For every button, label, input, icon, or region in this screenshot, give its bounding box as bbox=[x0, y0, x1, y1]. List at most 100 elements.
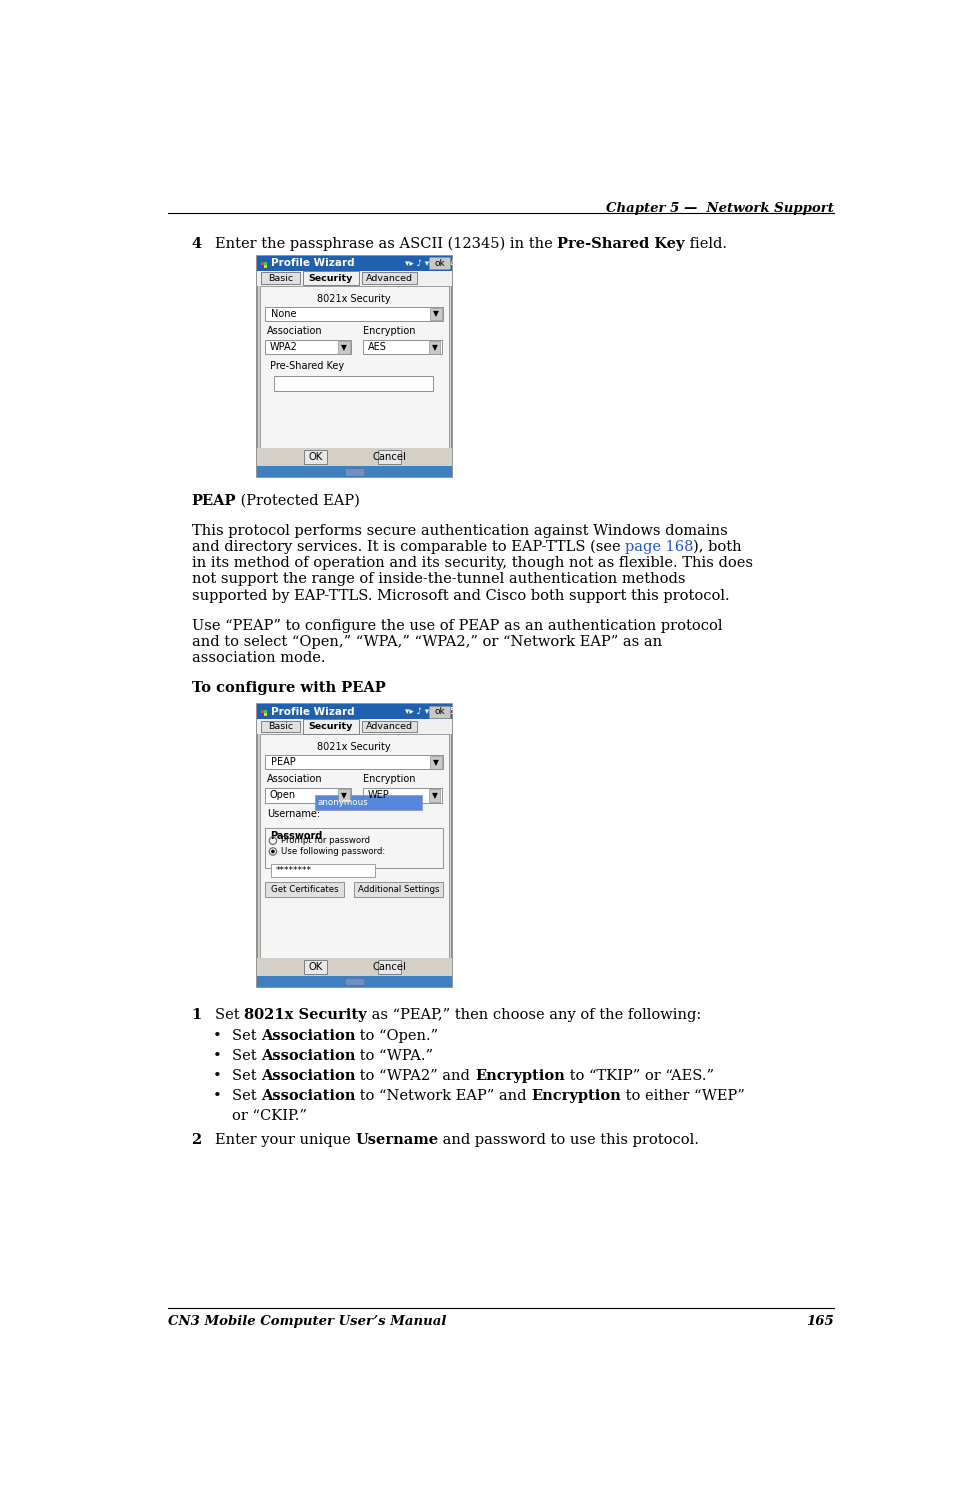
Text: ********: ******** bbox=[276, 866, 312, 875]
Bar bbox=[265, 340, 352, 355]
Text: To configure with PEAP: To configure with PEAP bbox=[192, 681, 386, 694]
Text: Association: Association bbox=[261, 1069, 356, 1082]
Bar bbox=[378, 960, 401, 974]
Bar bbox=[345, 467, 363, 475]
Bar bbox=[260, 735, 449, 957]
Text: None: None bbox=[272, 310, 297, 319]
Text: 4: 4 bbox=[192, 236, 202, 251]
Text: anonymous: anonymous bbox=[318, 798, 368, 807]
Text: WPA2: WPA2 bbox=[270, 343, 298, 352]
Text: Advanced: Advanced bbox=[366, 274, 413, 283]
Bar bbox=[261, 265, 264, 268]
Text: in its method of operation and its security, though not as flexible. This does: in its method of operation and its secur… bbox=[192, 556, 753, 570]
Text: Association: Association bbox=[261, 1088, 356, 1103]
Text: 8021x Security: 8021x Security bbox=[244, 1009, 366, 1022]
Text: (Protected EAP): (Protected EAP) bbox=[236, 494, 359, 508]
Text: CN3 Mobile Computer User’s Manual: CN3 Mobile Computer User’s Manual bbox=[169, 1315, 447, 1327]
Bar bbox=[431, 756, 442, 768]
Text: not support the range of inside-the-tunnel authentication methods: not support the range of inside-the-tunn… bbox=[192, 573, 685, 586]
Text: ▾▸ ♪ ▾▸ 4:24: ▾▸ ♪ ▾▸ 4:24 bbox=[405, 259, 456, 268]
Bar bbox=[429, 341, 440, 353]
Text: Encryption: Encryption bbox=[363, 774, 416, 783]
Text: Cancel: Cancel bbox=[372, 962, 406, 972]
Bar bbox=[256, 256, 452, 476]
Text: and directory services. It is comparable to EAP-TTLS (see: and directory services. It is comparable… bbox=[192, 540, 624, 555]
Text: Enter the passphrase as ASCII (12345) in the: Enter the passphrase as ASCII (12345) in… bbox=[214, 236, 557, 251]
Bar bbox=[264, 262, 267, 265]
Text: to “WPA.”: to “WPA.” bbox=[356, 1049, 433, 1063]
Bar bbox=[275, 376, 433, 391]
Text: Additional Settings: Additional Settings bbox=[358, 885, 439, 894]
Text: 8021x Security: 8021x Security bbox=[318, 742, 392, 752]
Text: to “TKIP” or “AES.”: to “TKIP” or “AES.” bbox=[565, 1069, 714, 1082]
Text: Cancel: Cancel bbox=[372, 452, 406, 463]
Text: ▼: ▼ bbox=[341, 791, 347, 800]
Text: Security: Security bbox=[309, 274, 353, 283]
Text: Association: Association bbox=[267, 774, 322, 783]
Bar bbox=[304, 960, 327, 974]
Bar bbox=[265, 307, 443, 322]
Text: association mode.: association mode. bbox=[192, 651, 325, 664]
Bar bbox=[261, 272, 300, 284]
Text: PEAP: PEAP bbox=[192, 494, 236, 508]
Bar bbox=[355, 882, 443, 897]
Text: as “PEAP,” then choose any of the following:: as “PEAP,” then choose any of the follow… bbox=[366, 1009, 701, 1022]
Bar bbox=[261, 711, 264, 714]
Text: Get Certificates: Get Certificates bbox=[271, 885, 338, 894]
Bar bbox=[256, 703, 452, 718]
Bar bbox=[256, 466, 452, 476]
Text: Enter your unique: Enter your unique bbox=[214, 1133, 356, 1147]
Bar bbox=[261, 262, 264, 265]
Text: Association: Association bbox=[261, 1028, 356, 1043]
Text: and password to use this protocol.: and password to use this protocol. bbox=[438, 1133, 699, 1147]
Text: to either “WEP”: to either “WEP” bbox=[621, 1088, 745, 1103]
Text: •: • bbox=[213, 1028, 222, 1043]
Bar bbox=[303, 271, 358, 286]
Circle shape bbox=[271, 849, 275, 854]
Bar bbox=[363, 340, 442, 355]
Text: PEAP: PEAP bbox=[272, 758, 296, 767]
Text: Use following password:: Use following password: bbox=[281, 848, 385, 857]
Text: Encryption: Encryption bbox=[475, 1069, 565, 1082]
Text: ), both: ), both bbox=[693, 540, 742, 555]
Bar bbox=[261, 720, 300, 732]
Text: ▾▸ ♪ ▾▸ 4:25: ▾▸ ♪ ▾▸ 4:25 bbox=[405, 706, 456, 715]
Bar bbox=[338, 341, 350, 353]
Bar bbox=[264, 265, 267, 268]
Bar bbox=[264, 711, 267, 714]
Text: OK: OK bbox=[308, 452, 322, 463]
Text: ▼: ▼ bbox=[431, 343, 437, 352]
Text: Encryption: Encryption bbox=[363, 326, 416, 335]
Bar bbox=[303, 718, 358, 733]
Bar bbox=[256, 271, 452, 286]
Text: Security: Security bbox=[309, 721, 353, 730]
Text: Profile Wizard: Profile Wizard bbox=[272, 706, 355, 717]
Text: ▼: ▼ bbox=[433, 758, 439, 767]
Text: Prompt for password: Prompt for password bbox=[281, 836, 369, 845]
Bar bbox=[304, 449, 327, 464]
Bar bbox=[363, 789, 442, 803]
Text: ▼: ▼ bbox=[341, 343, 347, 352]
Bar bbox=[315, 795, 422, 810]
Text: page 168: page 168 bbox=[624, 540, 693, 555]
Bar bbox=[378, 449, 401, 464]
Text: Password: Password bbox=[270, 831, 322, 840]
Text: 165: 165 bbox=[806, 1315, 834, 1327]
Text: Set: Set bbox=[232, 1088, 261, 1103]
Text: Basic: Basic bbox=[268, 721, 293, 730]
Text: ok: ok bbox=[434, 706, 445, 715]
Text: to “Network EAP” and: to “Network EAP” and bbox=[356, 1088, 532, 1103]
Text: ok: ok bbox=[434, 259, 445, 268]
Bar bbox=[256, 957, 452, 977]
Bar bbox=[264, 714, 267, 715]
Text: 2: 2 bbox=[192, 1133, 202, 1147]
Text: Use “PEAP” to configure the use of PEAP as an authentication protocol: Use “PEAP” to configure the use of PEAP … bbox=[192, 619, 722, 633]
Text: Pre-Shared Key: Pre-Shared Key bbox=[557, 236, 685, 251]
Text: and to select “Open,” “WPA,” “WPA2,” or “Network EAP” as an: and to select “Open,” “WPA,” “WPA2,” or … bbox=[192, 634, 661, 649]
Text: Username: Username bbox=[356, 1133, 438, 1147]
Bar bbox=[260, 286, 449, 448]
Bar bbox=[429, 705, 450, 717]
Text: Association: Association bbox=[267, 326, 322, 335]
Text: to “Open.”: to “Open.” bbox=[356, 1028, 438, 1043]
Bar bbox=[265, 755, 443, 770]
